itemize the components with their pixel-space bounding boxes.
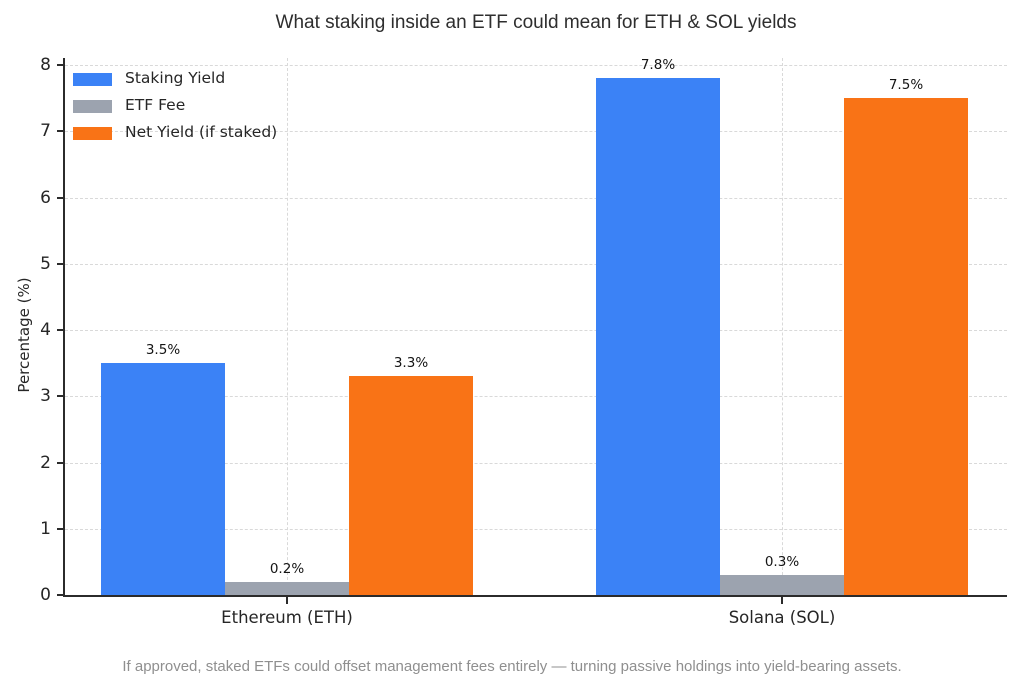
y-tick-1 — [57, 527, 64, 530]
bar-value-label-0-0: 3.5% — [145, 342, 181, 359]
bar-staking-yield-0 — [101, 363, 225, 595]
y-tick-label-4: 4 — [40, 320, 51, 340]
grid-line-y5 — [65, 263, 1007, 265]
bar-value-label-1-0: 0.2% — [269, 560, 305, 577]
y-tick-2 — [57, 461, 64, 464]
bar-etf-fee-1 — [720, 575, 844, 595]
grid-line-y4 — [65, 330, 1007, 331]
bar-staking-yield-1 — [596, 78, 720, 595]
x-axis-label-0: Ethereum (ETH) — [221, 608, 353, 627]
y-tick-label-5: 5 — [40, 253, 51, 274]
y-tick-6 — [57, 196, 64, 199]
legend-swatch-icon — [73, 99, 112, 113]
caption: If approved, staked ETFs could offset ma… — [122, 658, 902, 675]
grid-line-y1 — [65, 528, 1007, 530]
legend-swatch-icon — [73, 72, 112, 86]
y-tick-label-3: 3 — [40, 386, 51, 407]
legend-label-1: ETF Fee — [125, 96, 186, 115]
bar-value-label-1-1: 0.3% — [764, 554, 800, 571]
y-axis-spine — [63, 58, 65, 597]
grid-line-y7 — [65, 131, 1007, 133]
y-tick-label-8: 8 — [40, 55, 51, 75]
grid-line-y8 — [65, 65, 1007, 66]
y-tick-3 — [57, 395, 64, 398]
y-tick-label-6: 6 — [40, 187, 51, 208]
grid-line-x-1 — [782, 58, 783, 595]
legend-item-1: ETF Fee — [73, 97, 277, 115]
y-tick-label-0: 0 — [40, 585, 51, 605]
bar-value-label-0-1: 7.8% — [640, 57, 676, 74]
legend: Staking Yield ETF Fee Net Yield (if staked… — [73, 70, 277, 151]
x-axis-spine — [63, 595, 1007, 597]
y-tick-4 — [57, 329, 64, 331]
plot-area: Staking Yield ETF Fee Net Yield (if staked… — [40, 57, 1007, 627]
bar-value-label-2-1: 7.5% — [888, 77, 924, 94]
grid-line-y3 — [65, 396, 1007, 398]
y-tick-7 — [57, 130, 64, 133]
y-tick-8 — [57, 64, 64, 66]
y-tick-5 — [57, 262, 64, 265]
x-tick-1 — [781, 597, 783, 604]
y-tick-label-7: 7 — [40, 121, 51, 142]
bar-net-yield-if-staked-1 — [844, 98, 968, 595]
x-tick-0 — [286, 597, 288, 604]
bar-net-yield-if-staked-0 — [349, 376, 473, 595]
grid-line-y6 — [65, 197, 1007, 199]
y-tick-label-2: 2 — [40, 452, 51, 473]
grid-line-y2 — [65, 462, 1007, 464]
chart-title: What staking inside an ETF could mean fo… — [275, 12, 797, 33]
legend-item-2: Net Yield (if staked) — [73, 124, 277, 142]
grid-line-x-0 — [287, 58, 288, 595]
y-tick-0 — [57, 594, 64, 596]
bar-value-label-2-0: 3.3% — [393, 355, 429, 372]
legend-label-0: Staking Yield — [125, 69, 226, 88]
y-tick-label-1: 1 — [40, 518, 51, 539]
legend-label-2: Net Yield (if staked) — [125, 123, 278, 142]
legend-item-0: Staking Yield — [73, 70, 277, 88]
legend-swatch-icon — [73, 126, 112, 140]
x-axis-label-1: Solana (SOL) — [728, 608, 836, 627]
bar-etf-fee-0 — [225, 581, 349, 595]
